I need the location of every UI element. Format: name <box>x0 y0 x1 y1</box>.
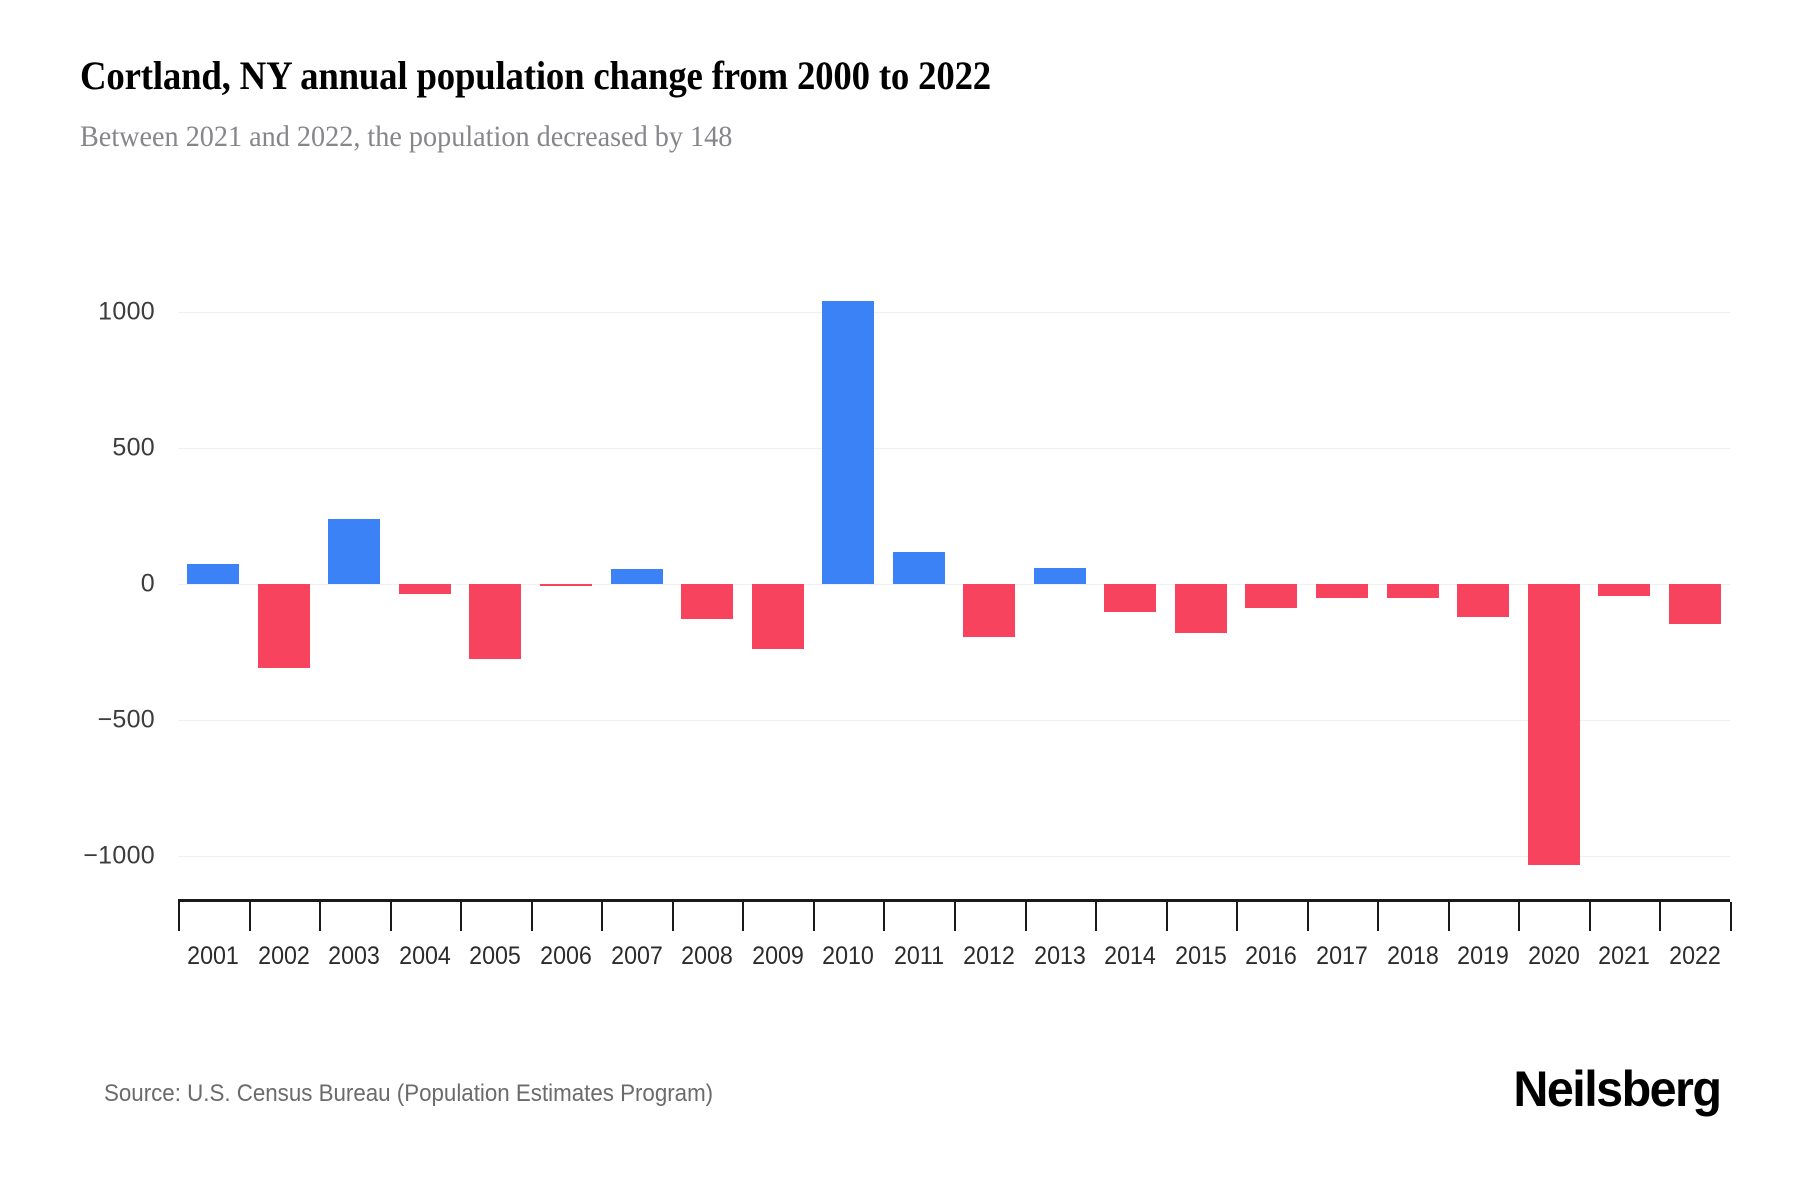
gridline--500 <box>178 720 1730 721</box>
bar-2002[interactable] <box>257 584 310 669</box>
page-title: Cortland, NY annual population change fr… <box>80 53 992 98</box>
x-tick-2002 <box>248 902 251 931</box>
y-tick-label-1000: 1000 <box>98 297 155 326</box>
x-tick-2001 <box>178 902 180 931</box>
bar-2005[interactable] <box>469 584 522 660</box>
x-tick-label-2019: 2019 <box>1457 942 1509 970</box>
x-tick-label-2005: 2005 <box>469 942 522 970</box>
x-tick-2020 <box>1518 902 1521 931</box>
x-tick-2004 <box>389 902 392 931</box>
x-tick-2019 <box>1447 902 1450 931</box>
bar-2012[interactable] <box>963 584 1016 638</box>
x-tick-label-2016: 2016 <box>1245 942 1298 970</box>
x-tick-label-2001: 2001 <box>187 942 240 970</box>
gridline-0 <box>178 584 1730 585</box>
x-tick-label-2004: 2004 <box>399 942 451 970</box>
y-tick-label-0: 0 <box>140 569 155 598</box>
x-tick-label-2021: 2021 <box>1598 942 1651 970</box>
bar-2004[interactable] <box>398 584 451 595</box>
y-tick-label--1000: −1000 <box>83 841 155 870</box>
page-subtitle: Between 2021 and 2022, the population de… <box>80 120 733 153</box>
bar-2001[interactable] <box>187 563 240 584</box>
x-tick-label-2007: 2007 <box>610 942 663 970</box>
x-tick-label-2009: 2009 <box>751 942 804 970</box>
x-tick-2003 <box>319 902 322 931</box>
bar-2022[interactable] <box>1668 584 1721 625</box>
x-tick-label-2012: 2012 <box>963 942 1016 970</box>
x-tick-2005 <box>460 902 463 931</box>
bar-2003[interactable] <box>328 518 381 584</box>
x-tick-label-2015: 2015 <box>1175 942 1227 970</box>
bar-2019[interactable] <box>1457 584 1510 617</box>
y-tick-label--500: −500 <box>97 705 155 734</box>
x-tick-2010 <box>812 902 815 931</box>
x-tick-label-2014: 2014 <box>1104 942 1157 970</box>
bar-2013[interactable] <box>1033 568 1086 584</box>
x-tick-2007 <box>601 902 604 931</box>
bar-2010[interactable] <box>822 301 875 584</box>
x-tick-2011 <box>883 902 886 931</box>
x-tick-2015 <box>1165 902 1168 931</box>
x-tick-2009 <box>742 902 745 931</box>
bar-2021[interactable] <box>1598 584 1651 597</box>
bar-2011[interactable] <box>892 551 945 584</box>
bar-2016[interactable] <box>1245 584 1298 608</box>
x-tick-2013 <box>1024 902 1027 931</box>
x-tick-label-2008: 2008 <box>681 942 733 970</box>
x-tick-2022 <box>1659 902 1662 931</box>
gridline-500 <box>178 448 1730 449</box>
x-tick-label-2006: 2006 <box>540 942 592 970</box>
x-tick-2017 <box>1306 902 1309 931</box>
bar-2018[interactable] <box>1386 584 1439 598</box>
gridline--1000 <box>178 856 1730 857</box>
bar-2015[interactable] <box>1174 584 1227 633</box>
x-tick-label-2017: 2017 <box>1316 942 1368 970</box>
x-tick-2008 <box>671 902 674 931</box>
x-tick-label-2020: 2020 <box>1527 942 1580 970</box>
bar-2007[interactable] <box>610 569 663 584</box>
neilsberg-logo: Neilsberg <box>1512 1061 1722 1117</box>
bar-2014[interactable] <box>1104 584 1157 613</box>
bar-2017[interactable] <box>1316 584 1368 598</box>
x-axis-line <box>178 899 1730 902</box>
x-tick-2016 <box>1236 902 1239 931</box>
x-tick-label-2022: 2022 <box>1668 942 1721 970</box>
x-tick-2014 <box>1095 902 1098 931</box>
source-note: Source: U.S. Census Bureau (Population E… <box>104 1080 714 1107</box>
bar-2006[interactable] <box>540 584 592 586</box>
bar-2008[interactable] <box>681 584 734 620</box>
x-tick-2018 <box>1377 902 1380 931</box>
bar-group <box>178 0 1730 1200</box>
bar-2020[interactable] <box>1527 584 1580 865</box>
gridline-1000 <box>178 312 1730 313</box>
x-tick-label-2018: 2018 <box>1386 942 1439 970</box>
y-tick-label-500: 500 <box>112 433 155 462</box>
x-tick-label-2011: 2011 <box>893 942 944 970</box>
x-tick-label-2003: 2003 <box>328 942 381 970</box>
bar-2009[interactable] <box>751 584 804 650</box>
x-tick-label-2002: 2002 <box>257 942 310 970</box>
x-tick-2021 <box>1588 902 1591 931</box>
x-tick-2012 <box>954 902 956 931</box>
x-tick-label-2013: 2013 <box>1033 942 1086 970</box>
x-tick-2006 <box>530 902 533 931</box>
x-tick-label-2010: 2010 <box>822 942 875 970</box>
x-tick-end <box>1730 902 1732 931</box>
